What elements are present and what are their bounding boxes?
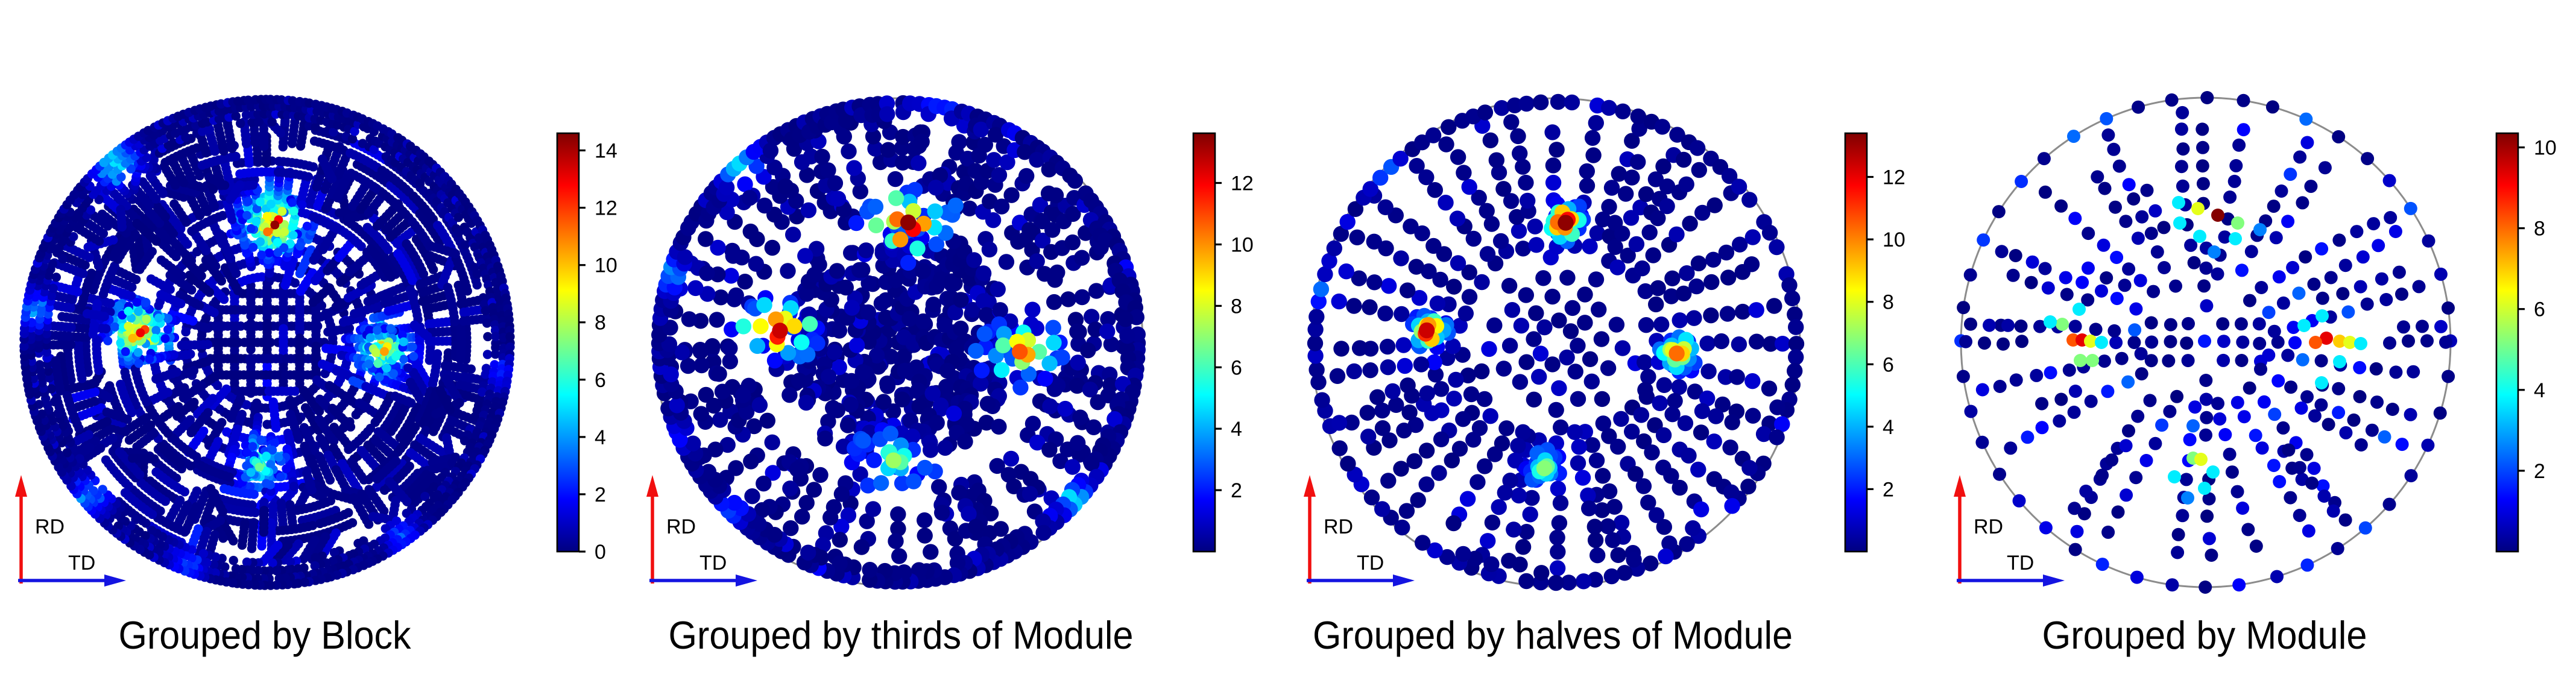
svg-text:Grouped by halves of Module: Grouped by halves of Module — [1313, 613, 1793, 657]
svg-text:10: 10 — [1231, 234, 1254, 257]
svg-text:TD: TD — [1357, 552, 1384, 574]
svg-text:4: 4 — [595, 426, 606, 449]
svg-text:10: 10 — [2534, 137, 2557, 160]
svg-text:2: 2 — [1883, 478, 1894, 501]
svg-text:10: 10 — [1883, 228, 1905, 251]
svg-text:6: 6 — [1231, 356, 1242, 379]
svg-text:8: 8 — [2534, 218, 2545, 241]
svg-text:TD: TD — [68, 552, 95, 574]
svg-text:6: 6 — [2534, 298, 2545, 321]
svg-text:14: 14 — [595, 140, 617, 163]
svg-text:TD: TD — [699, 552, 727, 574]
svg-text:4: 4 — [1231, 418, 1242, 441]
svg-text:RD: RD — [666, 515, 696, 538]
svg-text:8: 8 — [1883, 291, 1894, 314]
svg-text:2: 2 — [595, 483, 606, 506]
svg-text:4: 4 — [1883, 416, 1894, 439]
svg-text:TD: TD — [2007, 552, 2034, 574]
svg-text:10: 10 — [595, 254, 617, 277]
svg-text:Grouped by Block: Grouped by Block — [119, 613, 411, 657]
svg-text:RD: RD — [1974, 515, 2003, 538]
svg-text:RD: RD — [35, 515, 65, 538]
svg-text:12: 12 — [595, 197, 617, 220]
svg-text:8: 8 — [1231, 295, 1242, 318]
svg-text:0: 0 — [595, 541, 606, 564]
svg-text:8: 8 — [595, 312, 606, 335]
svg-text:RD: RD — [1324, 515, 1353, 538]
svg-text:6: 6 — [595, 369, 606, 392]
svg-text:12: 12 — [1883, 166, 1905, 189]
svg-text:Grouped by Module: Grouped by Module — [2042, 613, 2367, 657]
svg-text:12: 12 — [1231, 172, 1254, 195]
svg-text:2: 2 — [2534, 460, 2545, 483]
svg-text:2: 2 — [1231, 479, 1242, 502]
svg-text:6: 6 — [1883, 353, 1894, 376]
svg-text:4: 4 — [2534, 379, 2545, 402]
svg-text:Grouped by thirds of Module: Grouped by thirds of Module — [669, 613, 1134, 657]
